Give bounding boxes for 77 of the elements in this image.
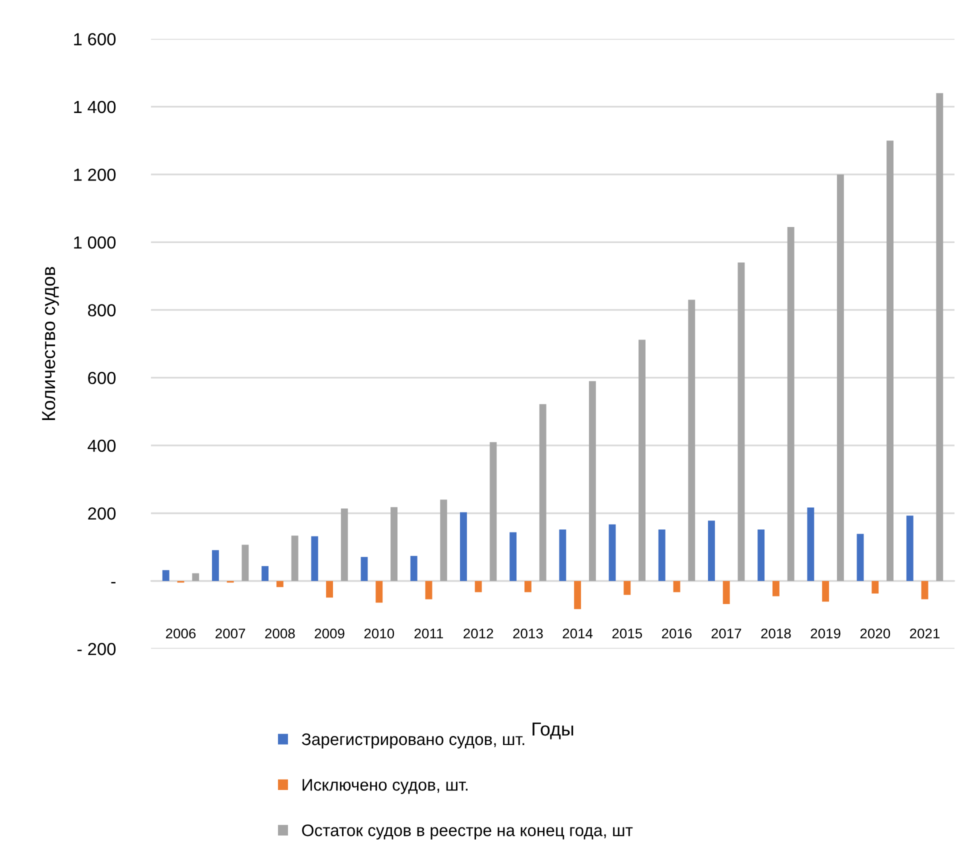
x-tick-label: 2018 [761,628,791,638]
x-tick-label: 2011 [414,628,443,638]
y-tick-label: 1 400 [74,100,116,114]
bar [390,507,398,581]
y-tick-label: 400 [88,440,116,452]
x-tick-label: 2021 [910,628,940,638]
y-tick-label: 600 [88,372,116,384]
y-tick-label: 1 200 [74,168,116,181]
x-tick-label: 2008 [265,628,295,638]
bar [722,580,730,604]
bar [856,534,864,581]
bar [836,174,844,581]
bar [758,529,765,581]
bar [410,556,418,581]
bar [510,532,517,581]
bar [440,500,448,581]
bar [311,536,318,581]
x-tick-label: 2007 [216,628,246,638]
bar [192,573,200,581]
x-tick-label: 2013 [513,628,543,638]
bar [262,566,269,581]
bar [708,520,715,581]
y-tick-label: 800 [88,304,116,316]
bar [807,507,814,581]
x-tick-label: 2006 [166,628,196,638]
bar [638,340,646,581]
bar [574,580,582,610]
x-tick-label: 2020 [860,628,890,638]
x-tick-label: 2009 [314,628,344,638]
bar [906,516,914,581]
bar [291,536,298,581]
bar [460,512,467,581]
y-tick-label: 1 000 [74,236,116,249]
x-tick-label: 2017 [712,628,742,638]
bar [276,580,284,588]
bar [658,529,666,581]
y-tick-label: 200 [88,507,116,520]
x-tick-label: 2010 [364,628,394,638]
bar [822,580,830,602]
bar [921,580,928,600]
bar [425,580,432,600]
bar [738,262,745,581]
bar [474,580,482,592]
bar [588,381,596,581]
bar [787,226,794,581]
y-tick-label: - 200 [77,642,116,656]
bar [559,529,566,581]
bar [624,580,631,595]
x-axis-title: Годы [532,722,574,740]
bar [162,570,170,581]
bar [340,508,348,581]
bar [673,580,680,592]
legend-label: Зарегистрировано судов, шт. [302,733,524,748]
bar [360,556,368,581]
y-axis-title: Количество судов [42,266,59,420]
bar [376,580,383,603]
bar [212,550,219,581]
x-tick-label: 2019 [810,628,840,638]
bar [490,442,497,581]
bar [326,580,334,598]
y-tick-label: - [111,582,116,584]
bar [772,580,780,596]
bar [886,140,894,581]
x-tick-label: 2012 [464,628,494,638]
bar [524,580,532,592]
x-tick-label: 2016 [662,628,692,638]
x-tick-label: 2015 [612,628,642,638]
bar [539,404,546,581]
legend-label: Остаток судов в реестре на конец года, шт [302,824,633,840]
bar [688,300,696,581]
bar [608,524,616,581]
x-tick-label: 2014 [562,628,593,638]
y-tick-label: 1 600 [74,33,116,46]
bar [936,93,944,581]
bar [242,544,249,581]
bar [872,580,879,594]
legend-label: Исключено судов, шт. [302,779,468,794]
